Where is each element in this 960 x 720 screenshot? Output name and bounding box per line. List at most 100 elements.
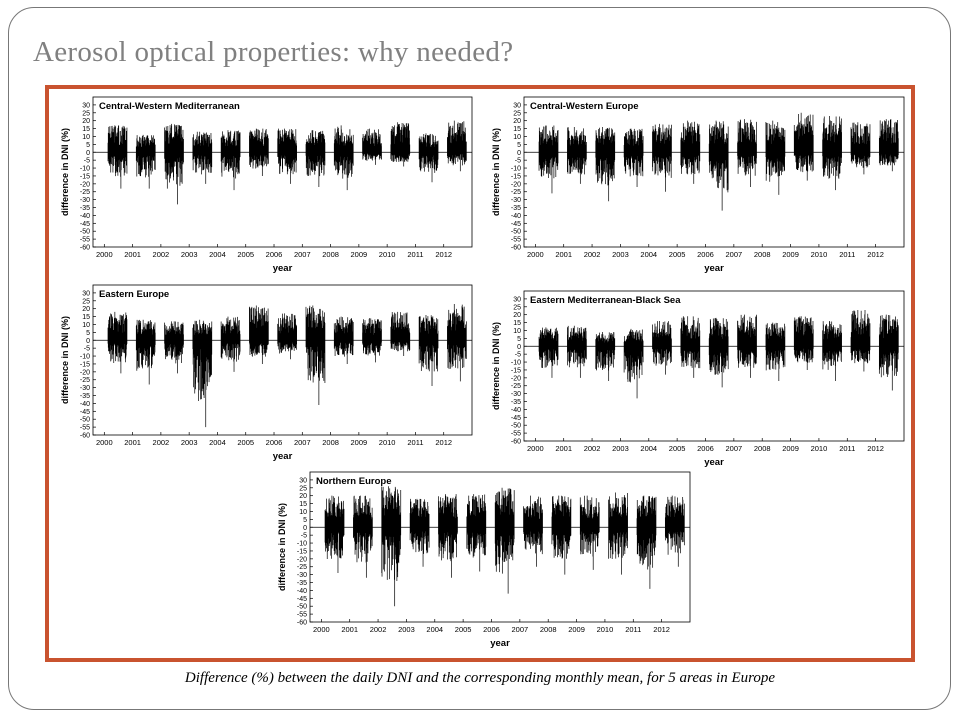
cwe-x-tick-label: 2003 — [612, 250, 629, 259]
cwe-chart: Central-Western Europe302520151050-5-10-… — [491, 96, 905, 274]
emb-year-2001-cluster — [567, 325, 587, 378]
cwe-year-2007-cluster — [737, 119, 757, 187]
ee-y-axis-label: difference in DNI (%) — [60, 316, 70, 404]
emb-year-2002-cluster — [595, 332, 616, 381]
ee-x-axis-label: year — [273, 451, 293, 462]
cwm-y-tick-label: -60 — [80, 245, 90, 252]
emb-year-2002-bars — [595, 332, 616, 381]
cwe-y-tick-label: 30 — [513, 102, 521, 109]
ne-year-2007-bars — [523, 495, 543, 567]
ne-year-2008-cluster — [551, 495, 572, 575]
emb-year-2000-bars — [538, 327, 559, 378]
ee-year-2006-bars — [277, 313, 297, 360]
cwe-year-2009-bars — [793, 112, 814, 181]
ee-x-tick-label: 2009 — [351, 438, 368, 447]
cwe-y-axis-label: difference in DNI (%) — [491, 128, 501, 216]
ne-y-tick-label: -30 — [297, 572, 307, 579]
emb-year-2010-bars — [822, 321, 842, 381]
cwe-year-2001-cluster — [567, 127, 587, 184]
ee-y-tick-label: 0 — [86, 338, 90, 345]
cwm-year-2009-cluster — [362, 128, 382, 165]
emb-y-tick-label: -45 — [511, 415, 521, 422]
emb-y-tick-label: 25 — [513, 304, 521, 311]
ee-y-tick-label: -30 — [80, 385, 90, 392]
cwe-x-tick-label: 2011 — [839, 250, 855, 259]
cwm-year-2003-bars — [192, 131, 213, 184]
cwe-year-2000-cluster — [538, 125, 559, 194]
slide-title: Aerosol optical properties: why needed? — [33, 36, 514, 68]
cwe-y-tick-label: 10 — [513, 134, 521, 141]
emb-y-tick-label: -50 — [511, 423, 521, 430]
cwm-y-tick-label: 25 — [82, 110, 90, 117]
cwm-year-2000-bars — [107, 125, 128, 189]
ee-y-tick-label: -15 — [80, 361, 90, 368]
cwm-year-2012-bars — [447, 120, 467, 172]
cwe-y-tick-label: -15 — [511, 173, 521, 180]
cwe-year-2003-cluster — [623, 128, 644, 187]
cwm-year-2005-bars — [249, 128, 269, 176]
cwe-y-tick-label: -50 — [511, 229, 521, 236]
cwe-year-2008-bars — [765, 120, 786, 195]
ne-x-tick-label: 2007 — [512, 625, 529, 634]
emb-y-tick-label: -55 — [511, 431, 521, 438]
cwe-y-tick-label: -35 — [511, 205, 521, 212]
cwm-x-tick-label: 2011 — [407, 250, 423, 259]
cwm-x-tick-label: 2006 — [266, 250, 283, 259]
cwe-year-2008-cluster — [765, 120, 786, 195]
ee-plot-area — [92, 284, 473, 436]
emb-y-tick-label: 20 — [513, 312, 521, 319]
emb-panel-title: Eastern Mediterranean-Black Sea — [530, 295, 681, 306]
emb-year-2009-cluster — [793, 316, 814, 370]
cwm-x-tick-label: 2003 — [181, 250, 198, 259]
cwm-y-tick-label: -35 — [80, 205, 90, 212]
ne-y-tick-label: 10 — [299, 509, 307, 516]
ee-y-tick-label: -55 — [80, 425, 90, 432]
cwe-y-tick-label: 20 — [513, 118, 521, 125]
ne-year-2011-bars — [636, 495, 657, 589]
cwe-year-2000-bars — [538, 125, 559, 194]
cwm-y-tick-label: -50 — [80, 229, 90, 236]
cwe-year-2010-bars — [822, 115, 842, 191]
emb-y-tick-label: -60 — [511, 439, 521, 446]
cwm-year-2001-bars — [135, 134, 156, 189]
emb-x-tick-label: 2005 — [669, 444, 686, 453]
emb-x-tick-label: 2003 — [612, 444, 629, 453]
ne-year-2003-cluster — [409, 498, 430, 567]
ee-y-tick-label: -10 — [80, 354, 90, 361]
ee-year-2008-bars — [333, 316, 354, 364]
ne-y-tick-label: -55 — [297, 612, 307, 619]
emb-y-axis-label: difference in DNI (%) — [491, 322, 501, 410]
emb-year-2004-bars — [652, 321, 672, 375]
cwe-y-tick-label: -60 — [511, 245, 521, 252]
cwm-year-2010-cluster — [390, 122, 411, 167]
ne-year-2006-cluster — [494, 487, 515, 594]
ee-x-tick-label: 2003 — [181, 438, 198, 447]
cwm-chart: Central-Western Mediterranean 30252015105… — [60, 96, 473, 274]
cwm-x-tick-label: 2000 — [96, 250, 113, 259]
ee-year-2001-cluster — [135, 319, 156, 385]
cwm-year-2006-cluster — [277, 128, 297, 184]
ne-chart: Northern Europe 302520151050-5-10-15-20-2… — [277, 471, 691, 649]
ee-year-2001-bars — [135, 319, 156, 385]
ne-year-2004-bars — [438, 494, 458, 578]
ee-x-tick-label: 2004 — [209, 438, 226, 447]
ne-year-2012-cluster — [664, 495, 685, 567]
ne-x-tick-label: 2001 — [341, 625, 358, 634]
ne-y-tick-label: 0 — [303, 525, 307, 532]
ne-x-tick-label: 2002 — [370, 625, 387, 634]
ne-y-tick-label: -15 — [297, 548, 307, 555]
emb-x-tick-label: 2001 — [555, 444, 572, 453]
emb-year-2012-bars — [878, 314, 899, 391]
cwe-year-2004-bars — [652, 123, 672, 192]
cwm-y-tick-label: 30 — [82, 102, 90, 109]
emb-year-2012-cluster — [878, 314, 899, 391]
emb-y-tick-label: -35 — [511, 399, 521, 406]
cwe-x-tick-label: 2010 — [811, 250, 828, 259]
emb-y-tick-label: 30 — [513, 296, 521, 303]
emb-year-2003-bars — [623, 328, 644, 399]
ee-year-2012-cluster — [447, 303, 467, 382]
ee-chart: Eastern Europe 302520151050-5-10-15-20-25… — [60, 284, 473, 462]
emb-y-tick-label: -15 — [511, 367, 521, 374]
cwm-y-tick-label: 5 — [86, 142, 90, 149]
